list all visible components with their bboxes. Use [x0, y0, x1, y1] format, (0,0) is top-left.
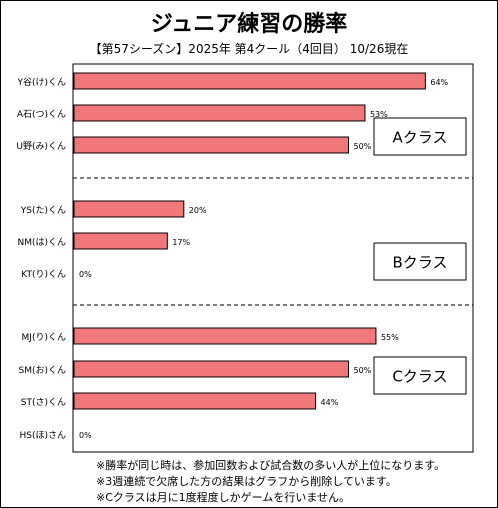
- bar: [73, 136, 349, 154]
- chart-title: ジュニア練習の勝率: [150, 12, 348, 37]
- data-label: 0%: [79, 431, 92, 440]
- data-label: 50%: [354, 142, 372, 151]
- class-label-box: [373, 117, 467, 156]
- category-label: KT(り)くん: [21, 269, 66, 280]
- bar: [73, 327, 377, 345]
- category-label: U野(み)くん: [16, 141, 66, 152]
- chart-subtitle: 【第57シーズン】2025年 第4クール（4回目） 10/26現在: [89, 42, 409, 56]
- category-label: MJ(り)くん: [22, 332, 66, 343]
- data-label: 64%: [430, 78, 448, 87]
- data-label: 53%: [370, 110, 388, 119]
- category-label: NM(は)くん: [17, 237, 66, 248]
- bar: [73, 104, 366, 122]
- data-label: 50%: [354, 366, 372, 375]
- category-label: SM(お)くん: [18, 365, 66, 376]
- data-label: 0%: [79, 270, 92, 279]
- data-label: 44%: [321, 398, 339, 407]
- data-label: 20%: [189, 206, 207, 215]
- class-label-box: [373, 356, 467, 395]
- category-label: A石(つ)くん: [17, 109, 66, 120]
- bar: [73, 200, 185, 218]
- bar: [73, 392, 317, 410]
- bar: [73, 360, 349, 378]
- data-label: 17%: [172, 238, 190, 247]
- category-label: YS(た)くん: [20, 205, 66, 216]
- class-label: Bクラス: [393, 254, 448, 272]
- category-label: ST(さ)くん: [21, 397, 66, 408]
- class-label: Aクラス: [393, 129, 448, 147]
- bar: [73, 72, 426, 90]
- bar: [73, 232, 168, 250]
- note-3: ※Cクラスは月に1度程度しかゲームを行いません。: [96, 491, 351, 504]
- category-label: HS(ほ)さん: [19, 430, 66, 441]
- class-label: Cクラス: [392, 368, 447, 386]
- class-label-box: [373, 242, 467, 281]
- note-1: ※勝率が同じ時は、参加回数および試合数の多い人が上位になります。: [96, 459, 446, 472]
- note-2: ※3週連続で欠席した方の結果はグラフから削除しています。: [96, 475, 397, 488]
- data-label: 55%: [381, 333, 399, 342]
- category-label: Y谷(け)くん: [16, 77, 66, 88]
